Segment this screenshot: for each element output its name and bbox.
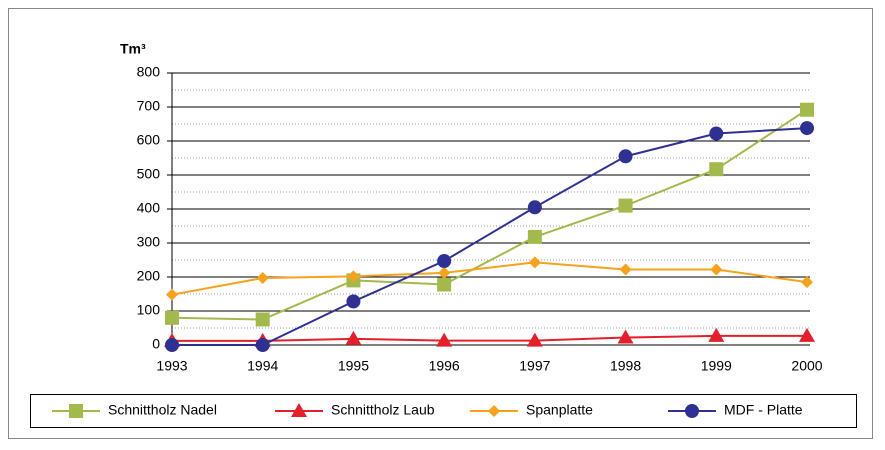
legend-marker	[685, 404, 699, 418]
point	[526, 332, 543, 347]
y-tick-label: 0	[152, 336, 160, 352]
point	[801, 276, 813, 289]
point	[800, 121, 814, 136]
point	[437, 254, 452, 269]
point	[256, 272, 269, 285]
point	[799, 327, 815, 342]
y-axis-label: Tm³	[120, 41, 146, 57]
point	[618, 149, 633, 164]
series-line	[171, 108, 808, 321]
point	[165, 310, 179, 325]
x-tick-label: 1996	[429, 358, 460, 374]
chart-frame	[8, 8, 873, 439]
point	[165, 338, 179, 352]
point	[436, 332, 453, 347]
point	[346, 294, 361, 309]
x-tick-label: 1998	[610, 358, 641, 374]
y-tick-label: 700	[137, 98, 161, 114]
y-tick-label: 400	[137, 200, 161, 216]
x-tick-label: 1999	[701, 358, 732, 374]
series-line	[171, 261, 808, 296]
point	[166, 288, 178, 301]
point	[255, 312, 270, 327]
point	[619, 263, 632, 276]
legend-marker	[69, 404, 83, 418]
x-tick-label: 1994	[247, 358, 278, 374]
point	[527, 200, 542, 215]
point	[437, 277, 452, 292]
series-line	[172, 334, 807, 342]
legend-box	[30, 394, 857, 428]
point	[347, 270, 360, 283]
point	[255, 338, 270, 352]
legend-label: Schnittholz Laub	[331, 402, 435, 418]
x-tick-label: 1993	[156, 358, 187, 374]
point	[800, 102, 814, 117]
legend-marker	[291, 403, 307, 417]
y-tick-label: 200	[137, 268, 161, 284]
legend-label: MDF - Platte	[724, 402, 803, 418]
point	[617, 329, 634, 344]
point	[618, 198, 633, 213]
y-tick-label: 100	[137, 302, 161, 318]
x-tick-label: 2000	[791, 358, 822, 374]
point	[710, 263, 723, 276]
point	[527, 229, 542, 244]
y-tick-label: 300	[137, 234, 161, 250]
x-tick-label: 1995	[338, 358, 369, 374]
y-tick-label: 800	[137, 64, 161, 80]
legend-label: Spanplatte	[526, 402, 593, 418]
point	[709, 126, 724, 141]
legend-marker	[488, 405, 500, 417]
point	[345, 330, 362, 345]
y-tick-label: 600	[137, 132, 161, 148]
point	[709, 162, 724, 177]
point	[528, 256, 541, 269]
x-tick-label: 1997	[519, 358, 550, 374]
y-tick-label: 500	[137, 166, 161, 182]
series-line	[172, 127, 808, 346]
point	[708, 327, 725, 342]
legend-label: Schnittholz Nadel	[108, 402, 217, 418]
point	[438, 266, 451, 279]
